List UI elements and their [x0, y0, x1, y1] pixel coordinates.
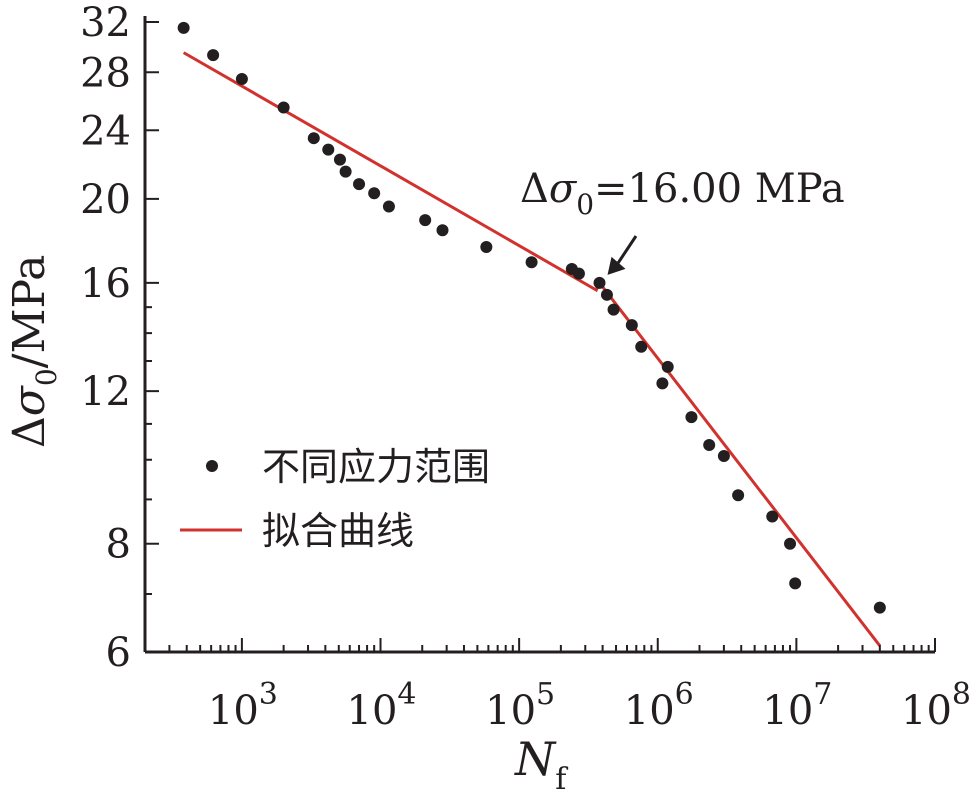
x-tick-exponent: 4 [397, 677, 416, 712]
data-point [784, 537, 797, 550]
data-point [873, 601, 886, 614]
y-tick-label: 32 [80, 0, 131, 46]
y-axis-title: Δσ0/MPa [4, 255, 63, 448]
x-tick-label: 104 [347, 677, 417, 734]
legend-point-marker [206, 460, 218, 472]
data-point [703, 438, 716, 451]
x-axis-title: Nf [514, 732, 568, 796]
data-point [368, 187, 381, 200]
data-point [277, 101, 290, 114]
fit-line [182, 51, 882, 647]
data-point [635, 340, 648, 353]
x-tick-base: 10 [347, 688, 398, 734]
x-tick-exponent: 8 [952, 677, 971, 712]
annotation-sub: 0 [576, 188, 594, 221]
x-tick-label: 107 [762, 677, 832, 734]
data-point [333, 153, 346, 166]
data-point [789, 577, 802, 590]
y-axis-title-sub: 0 [30, 368, 63, 386]
data-point [207, 49, 220, 62]
data-point [685, 411, 698, 424]
data-point [656, 377, 669, 390]
data-point [717, 450, 730, 463]
data-point [525, 256, 538, 269]
x-tick-exponent: 5 [536, 677, 555, 712]
y-tick-label: 8 [106, 522, 131, 568]
x-tick-exponent: 6 [675, 677, 694, 712]
legend-point-label: 不同应力范围 [262, 445, 490, 489]
x-tick-label: 108 [901, 677, 971, 734]
annotation-arrow-head [607, 256, 626, 275]
y-tick-label: 16 [80, 261, 131, 307]
x-tick-base: 10 [624, 688, 675, 734]
data-point [480, 240, 493, 253]
annotation-text: Δσ0=16.00 MPa [520, 166, 845, 221]
data-point [766, 510, 779, 523]
data-point [177, 21, 190, 34]
data-point [625, 319, 638, 332]
x-tick-label: 106 [624, 677, 694, 734]
y-tick-label: 6 [106, 630, 131, 676]
legend-line-label: 拟合曲线 [262, 509, 414, 553]
data-point [607, 303, 620, 316]
data-point [322, 143, 335, 156]
annotation-value: =16.00 MPa [594, 166, 845, 212]
x-axis-title-sub: f [555, 762, 568, 796]
data-point [419, 214, 432, 227]
x-axis-title-main: N [514, 732, 557, 786]
data-point [600, 288, 613, 301]
data-point [732, 489, 745, 502]
y-axis-title-sigma: σ [4, 384, 55, 416]
annotation-arrow-shaft [614, 235, 638, 268]
y-tick-label: 12 [80, 369, 131, 415]
data-point [339, 165, 352, 178]
x-tick-label: 103 [208, 677, 278, 734]
y-tick-label: 20 [80, 177, 131, 223]
y-axis-title-rest: /MPa [4, 255, 55, 369]
plot-area [177, 21, 886, 647]
data-point [353, 178, 366, 191]
data-point [661, 360, 674, 373]
y-tick-label: 28 [80, 50, 131, 96]
x-tick-exponent: 7 [813, 677, 832, 712]
x-tick-exponent: 3 [259, 677, 278, 712]
annotation: Δσ0=16.00 MPa [520, 166, 845, 275]
data-point [436, 224, 449, 237]
x-tick-base: 10 [762, 688, 813, 734]
axes: 103 104 105 106 107 10868121620242832NfΔσ0/MP… [4, 0, 971, 796]
x-tick-base: 10 [208, 688, 259, 734]
data-point [382, 200, 395, 213]
y-axis-title-delta: Δ [4, 416, 55, 448]
annotation-delta: Δ [520, 166, 549, 212]
x-tick-base: 10 [485, 688, 536, 734]
annotation-sigma: σ [549, 166, 578, 212]
data-point [307, 132, 320, 145]
y-tick-label: 24 [80, 108, 131, 154]
x-tick-label: 105 [485, 677, 555, 734]
data-point [235, 73, 248, 86]
data-point [572, 267, 585, 280]
data-point [593, 276, 606, 289]
x-tick-base: 10 [901, 688, 952, 734]
